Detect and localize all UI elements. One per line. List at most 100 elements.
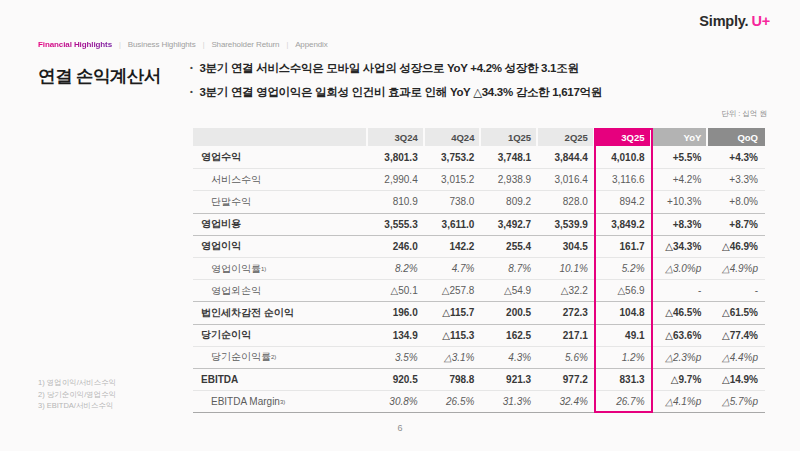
cell-value: △115.3: [425, 325, 482, 346]
row-label-text: 영업이익률: [211, 262, 261, 276]
cell-value: 31.3%: [481, 391, 538, 412]
cell-value: △2.3%p: [652, 347, 709, 368]
cell-value: 104.8: [595, 302, 652, 323]
nav-tabs: Financial Highlights | Business Highlights…: [38, 40, 328, 49]
column-header-4Q24: 4Q24: [425, 128, 482, 146]
row-label-text: 법인세차감전 순이익: [201, 306, 294, 320]
cell-value: 142.2: [425, 236, 482, 257]
row-label: EBITDA: [193, 369, 368, 390]
cell-value: △9.7%: [652, 369, 709, 390]
cell-value: 26.7%: [595, 391, 652, 412]
cell-value: +8.0%: [708, 191, 765, 212]
bullet-text: 3분기 연결 영업이익은 일회성 인건비 효과로 인해 YoY △34.3% 감…: [200, 85, 602, 100]
bullet-text: 3분기 연결 서비스수익은 모바일 사업의 성장으로 YoY +4.2% 성장한…: [200, 61, 579, 76]
cell-value: 3,116.6: [595, 169, 652, 190]
brand-logo-uplus: U+: [751, 13, 770, 29]
column-header-blank: [193, 128, 368, 146]
cell-value: +8.3%: [652, 214, 709, 235]
table-row: 영업비용3,555.33,611.03,492.73,539.93,849.2+…: [193, 213, 765, 235]
bullet-icon: •: [190, 61, 193, 76]
cell-value: 977.2: [538, 369, 595, 390]
summary-bullet: • 3분기 연결 서비스수익은 모바일 사업의 성장으로 YoY +4.2% 성장…: [190, 61, 602, 76]
cell-value: +4.2%: [652, 169, 709, 190]
footnote: 3) EBITDA/서비스수익: [38, 400, 116, 412]
cell-value: 920.5: [368, 369, 425, 390]
column-header-QoQ: QoQ: [708, 128, 765, 146]
cell-value: 3,555.3: [368, 214, 425, 235]
table-row: 법인세차감전 순이익196.0△115.7200.5272.3104.8△46.…: [193, 301, 765, 323]
row-label: 당기순이익: [193, 325, 368, 346]
cell-value: 162.5: [481, 325, 538, 346]
cell-value: 3,492.7: [481, 214, 538, 235]
cell-value: △54.9: [481, 280, 538, 301]
cell-value: △61.5%: [708, 302, 765, 323]
table-row: 당기순이익률2)3.5%△3.1%4.3%5.6%1.2%△2.3%p△4.4%…: [193, 346, 765, 368]
brand-logo-simply: Simply.: [699, 13, 748, 29]
cell-value: 3,849.2: [595, 214, 652, 235]
row-label: 서비스수익: [193, 169, 368, 190]
row-label: 영업비용: [193, 214, 368, 235]
row-label: 영업이익: [193, 236, 368, 257]
cell-value: 1.2%: [595, 347, 652, 368]
cell-value: 4.7%: [425, 258, 482, 279]
cell-value: +8.7%: [708, 214, 765, 235]
cell-value: 738.0: [425, 191, 482, 212]
unit-label: 단위 : 십억 원: [721, 109, 767, 119]
cell-value: 8.2%: [368, 258, 425, 279]
column-header-1Q25: 1Q25: [481, 128, 538, 146]
income-statement-table: 3Q244Q241Q252Q253Q25YoYQoQ 영업수익3,801.33,…: [193, 128, 765, 413]
cell-value: 2,938.9: [481, 169, 538, 190]
cell-value: △115.7: [425, 302, 482, 323]
cell-value: 3,015.2: [425, 169, 482, 190]
cell-value: 10.1%: [538, 258, 595, 279]
nav-tab-appendix[interactable]: Appendix: [295, 40, 328, 49]
cell-value: 304.5: [538, 236, 595, 257]
cell-value: 828.0: [538, 191, 595, 212]
cell-value: 200.5: [481, 302, 538, 323]
cell-value: △63.6%: [652, 325, 709, 346]
cell-value: △3.1%: [425, 347, 482, 368]
column-header-3Q24: 3Q24: [368, 128, 425, 146]
cell-value: 4.3%: [481, 347, 538, 368]
row-label-text: 영업이익: [201, 239, 241, 253]
page-title: 연결 손익계산서: [38, 64, 161, 88]
cell-value: 921.3: [481, 369, 538, 390]
nav-tab-business-highlights[interactable]: Business Highlights: [128, 40, 196, 49]
cell-value: △32.2: [538, 280, 595, 301]
cell-value: 3,016.4: [538, 169, 595, 190]
cell-value: 161.7: [595, 236, 652, 257]
cell-value: 255.4: [481, 236, 538, 257]
cell-value: 831.3: [595, 369, 652, 390]
cell-value: 809.2: [481, 191, 538, 212]
row-label-text: EBITDA: [201, 374, 238, 385]
nav-separator: |: [286, 41, 288, 48]
nav-tab-financial-highlights[interactable]: Financial Highlights: [38, 40, 112, 49]
row-label: 법인세차감전 순이익: [193, 302, 368, 323]
bullet-icon: •: [190, 85, 193, 100]
cell-value: 3,801.3: [368, 146, 425, 168]
summary-bullets: • 3분기 연결 서비스수익은 모바일 사업의 성장으로 YoY +4.2% 성장…: [190, 61, 602, 108]
row-label-text: 영업비용: [201, 217, 241, 231]
nav-tab-shareholder-return[interactable]: Shareholder Return: [211, 40, 279, 49]
nav-separator: |: [203, 41, 205, 48]
cell-value: 196.0: [368, 302, 425, 323]
cell-value: 5.6%: [538, 347, 595, 368]
cell-value: 49.1: [595, 325, 652, 346]
table-row: EBITDA920.5798.8921.3977.2831.3△9.7%△14.…: [193, 368, 765, 390]
table-header-row: 3Q244Q241Q252Q253Q25YoYQoQ: [193, 128, 765, 146]
row-label: 영업수익: [193, 146, 368, 168]
column-header-3Q25: 3Q25: [595, 128, 652, 146]
cell-value: △4.4%p: [708, 347, 765, 368]
cell-value: 4,010.8: [595, 146, 652, 168]
cell-value: △5.7%p: [708, 391, 765, 412]
row-label-text: 서비스수익: [211, 173, 261, 187]
cell-value: 5.2%: [595, 258, 652, 279]
nav-separator: |: [119, 41, 121, 48]
cell-value: △3.0%p: [652, 258, 709, 279]
cell-value: 3,539.9: [538, 214, 595, 235]
row-label-text: 영업수익: [201, 150, 241, 164]
table-row: 영업이익246.0142.2255.4304.5161.7△34.3%△46.9…: [193, 235, 765, 257]
cell-value: 810.9: [368, 191, 425, 212]
cell-value: △46.5%: [652, 302, 709, 323]
cell-value: +5.5%: [652, 146, 709, 168]
